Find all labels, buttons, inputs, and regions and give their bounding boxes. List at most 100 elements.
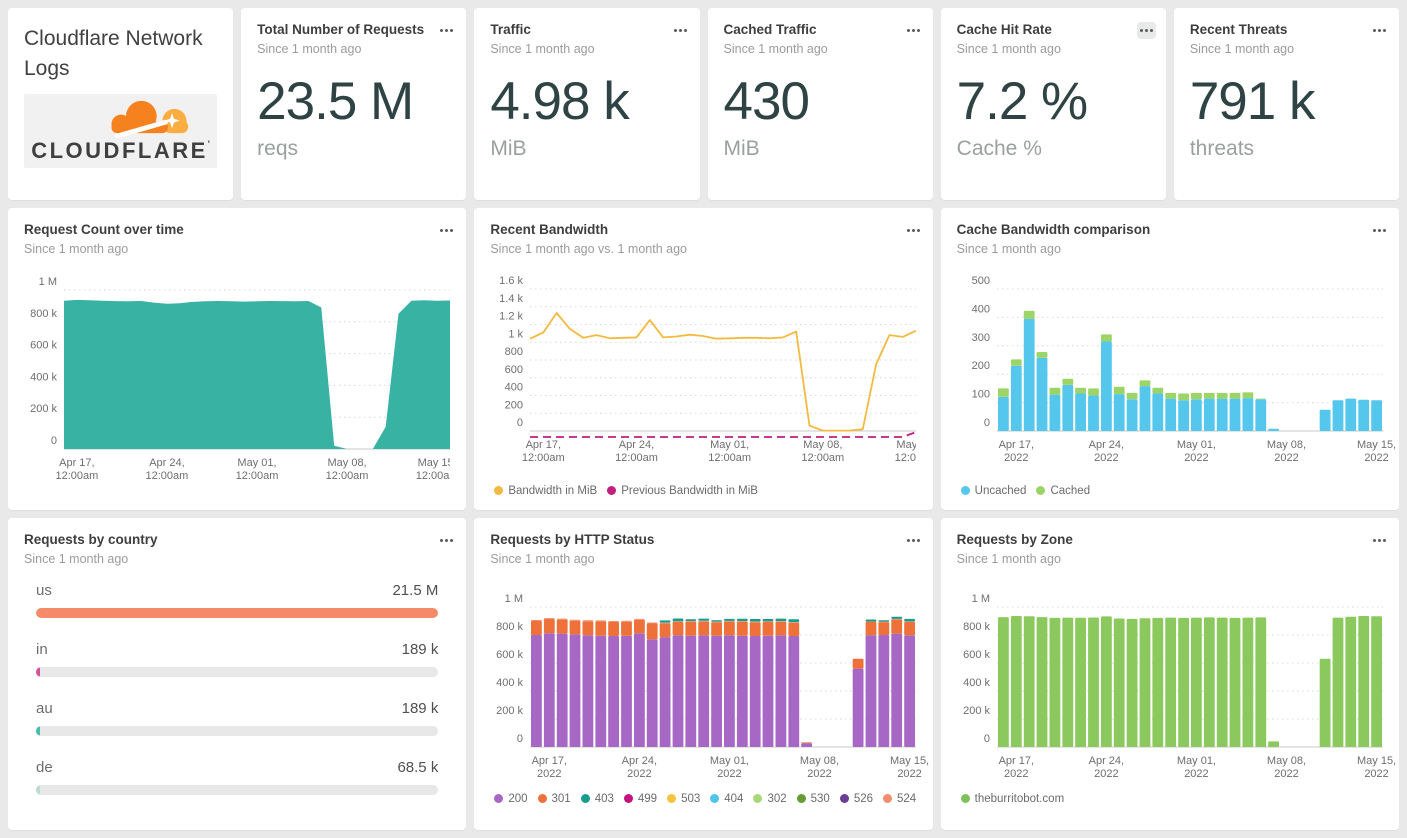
- legend-item-526[interactable]: 526: [839, 792, 874, 805]
- bar-segment-403: [672, 618, 684, 622]
- legend-label: 503: [681, 792, 701, 805]
- x-tick-label: May 08,: [1267, 439, 1306, 451]
- stat-menu-button[interactable]: [904, 22, 923, 39]
- bar-segment-theburritobot.com: [1074, 617, 1086, 747]
- bar-segment-Uncached: [1203, 398, 1215, 431]
- y-tick-label: 200: [971, 360, 989, 372]
- bar-segment-theburritobot.com: [997, 616, 1009, 747]
- legend-label: Uncached: [974, 484, 1027, 497]
- legend-label: 403: [594, 792, 614, 805]
- legend-item-524[interactable]: 524: [883, 793, 916, 805]
- bar-segment-200: [878, 634, 890, 747]
- y-tick-label: 1 M: [505, 593, 523, 605]
- bar-segment-524: [737, 620, 749, 622]
- panel-menu-button[interactable]: [904, 532, 923, 549]
- stat-menu-button[interactable]: [1136, 22, 1156, 39]
- legend-item-Previous Bandwidth in MiB[interactable]: Previous Bandwidth in MiB: [607, 485, 758, 497]
- ellipsis-icon: [1144, 29, 1148, 32]
- ellipsis-icon: [445, 229, 449, 232]
- x-tick-label: 12:00am: [709, 452, 752, 464]
- legend-item-503[interactable]: 503: [667, 793, 700, 805]
- x-tick-label: 12:00am: [55, 470, 98, 482]
- bar-segment-theburritobot.com: [1229, 617, 1241, 747]
- x-tick-label: 2022: [627, 768, 651, 780]
- bar-segment-403: [737, 618, 749, 621]
- legend-item-Uncached[interactable]: Uncached: [960, 484, 1027, 497]
- stat-card-cached-traffic: Cached Traffic Since 1 month ago 430 MiB: [707, 8, 933, 200]
- country-label: de: [36, 758, 53, 776]
- panel-menu-button[interactable]: [437, 532, 456, 549]
- y-tick-label: 400: [971, 303, 989, 315]
- legend-item-403[interactable]: 403: [580, 792, 614, 805]
- bar-segment-Cached: [1074, 387, 1086, 394]
- bar-segment-Uncached: [1074, 393, 1086, 431]
- bar-segment-301: [595, 621, 607, 636]
- legend-item-theburritobot.com[interactable]: theburritobot.com: [960, 793, 1064, 805]
- bar-segment-200: [698, 635, 710, 747]
- stat-unit: MiB: [490, 136, 527, 160]
- legend-dot-icon: [796, 794, 806, 804]
- x-tick-label: May 15,: [897, 439, 917, 451]
- ellipsis-icon: [911, 29, 915, 32]
- x-tick-label: 2022: [1364, 768, 1388, 780]
- stat-menu-button[interactable]: [671, 22, 690, 39]
- bar-segment-Cached: [1164, 392, 1176, 399]
- panel-menu-button[interactable]: [904, 222, 923, 239]
- cloudflare-cloud-icon: [111, 100, 189, 138]
- bar-segment-200: [660, 636, 671, 747]
- stat-value: 7.2 %: [956, 71, 1089, 131]
- bar-segment-301: [904, 621, 916, 636]
- y-tick-label: 0: [51, 435, 57, 447]
- panel-subtitle: Since 1 month ago: [956, 241, 1061, 256]
- bar-segment-403: [698, 618, 710, 621]
- chart-row-1: Request Count over time Since 1 month ag…: [8, 208, 1399, 510]
- panel-requests-by-country: Requests by country Since 1 month ago us…: [8, 518, 467, 830]
- bar-segment-Uncached: [1139, 385, 1151, 431]
- stat-menu-button[interactable]: [1370, 22, 1389, 39]
- bar-segment-524: [750, 621, 761, 623]
- legend-label: Cached: [1050, 484, 1091, 497]
- bar-segment-524: [775, 620, 787, 622]
- panel-title: Cache Bandwidth comparison: [956, 222, 1151, 237]
- bar-segment-301: [672, 621, 684, 636]
- bar-segment-301: [698, 621, 710, 636]
- legend-item-530[interactable]: 530: [796, 793, 830, 805]
- stat-unit: threats: [1189, 136, 1255, 160]
- legend-label: 526: [853, 792, 874, 805]
- legend-item-404[interactable]: 404: [710, 793, 743, 805]
- panel-menu-button[interactable]: [437, 222, 456, 239]
- x-tick-label: 12:00am: [615, 452, 658, 464]
- requests-by-country-list: us 21.5 M in 189 k au 189 k de 68.5 k: [24, 566, 450, 795]
- x-tick-label: Apr 17,: [59, 457, 94, 469]
- x-tick-label: 12:00am: [326, 470, 369, 482]
- legend-item-302[interactable]: 302: [753, 793, 787, 805]
- legend-item-Cached[interactable]: Cached: [1036, 485, 1090, 497]
- legend-item-499[interactable]: 499: [623, 793, 657, 805]
- stat-menu-button[interactable]: [437, 22, 456, 39]
- x-tick-label: May 08,: [800, 755, 839, 767]
- panel-title: Recent Bandwidth: [490, 222, 609, 237]
- stat-value: 23.5 M: [257, 71, 414, 131]
- panel-menu-button[interactable]: [1370, 222, 1389, 239]
- y-tick-label: 500: [971, 275, 989, 287]
- legend-item-200[interactable]: 200: [494, 793, 528, 805]
- bar-segment-524: [582, 620, 594, 622]
- legend-item-301[interactable]: 301: [537, 793, 571, 805]
- bar-segment-301: [878, 621, 890, 635]
- legend-item-Bandwidth in MiB[interactable]: Bandwidth in MiB: [494, 485, 597, 497]
- panel-subtitle: Since 1 month ago vs. 1 month ago: [490, 241, 687, 256]
- bar-segment-524: [685, 620, 697, 622]
- y-tick-label: 600 k: [963, 649, 990, 661]
- x-tick-label: May 01,: [1177, 755, 1216, 767]
- bar-segment-Cached: [1177, 393, 1189, 401]
- stat-value: 430: [723, 71, 810, 131]
- country-row-us: us 21.5 M: [36, 582, 439, 618]
- bar-segment-403: [878, 620, 890, 622]
- legend-label: 404: [724, 792, 744, 805]
- country-row-in: in 189 k: [36, 641, 439, 677]
- stat-subtitle: Since 1 month ago: [1189, 41, 1295, 56]
- bar-segment-200: [672, 635, 684, 747]
- bar-segment-200: [904, 635, 916, 747]
- bar-segment-200: [711, 635, 723, 747]
- panel-menu-button[interactable]: [1370, 532, 1389, 549]
